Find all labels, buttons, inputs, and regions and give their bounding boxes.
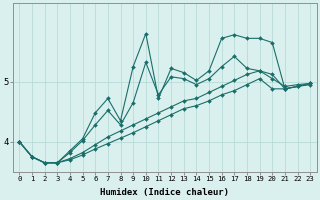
X-axis label: Humidex (Indice chaleur): Humidex (Indice chaleur) — [100, 188, 229, 197]
